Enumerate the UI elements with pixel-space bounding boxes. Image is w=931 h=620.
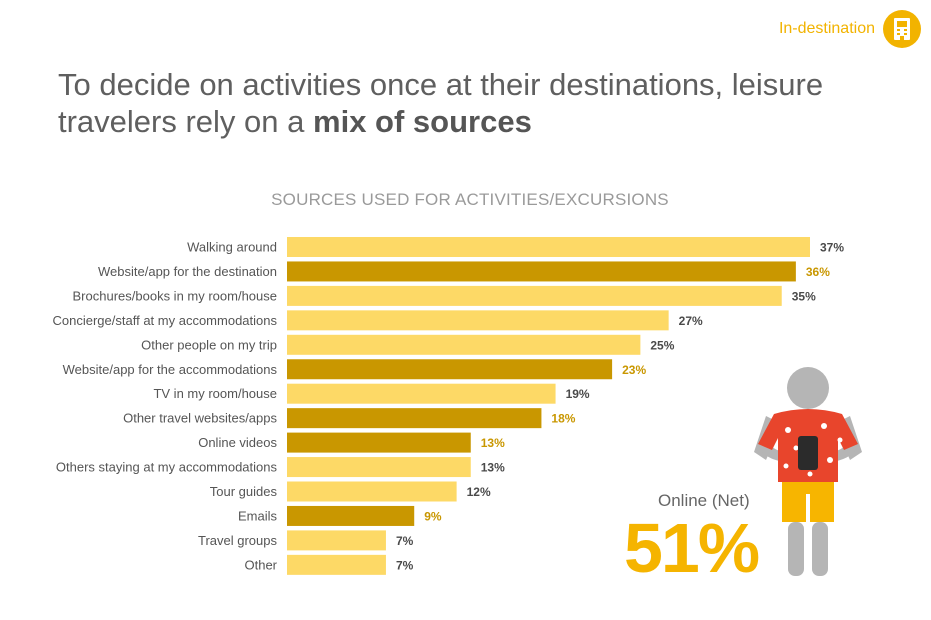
value-label: 9% (424, 509, 442, 523)
bar (287, 334, 641, 355)
bar (287, 481, 457, 502)
bar (287, 285, 782, 306)
bar (287, 310, 669, 331)
value-label: 19% (566, 387, 590, 401)
online-net-value: 51% (624, 509, 760, 587)
category-label: TV in my room/house (153, 386, 277, 401)
value-label: 37% (820, 241, 844, 255)
section-badge: In-destination (779, 10, 921, 48)
section-label: In-destination (778, 20, 875, 37)
hotel-building-icon (883, 10, 921, 48)
bar (287, 457, 471, 478)
category-label: Website/app for the accommodations (63, 362, 278, 377)
online-net-label: Online (Net) (658, 491, 750, 510)
category-label: Travel groups (198, 533, 277, 548)
category-label: Others staying at my accommodations (56, 460, 278, 475)
value-label: 25% (650, 338, 674, 352)
bar-chart: Walking around 37% Website/app for the des… (53, 237, 844, 575)
category-label: Tour guides (210, 484, 278, 499)
value-label: 23% (622, 363, 646, 377)
category-label: Concierge/staff at my accommodations (53, 313, 278, 328)
value-label: 18% (551, 412, 575, 426)
category-label: Walking around (187, 240, 277, 255)
value-label: 27% (679, 314, 703, 328)
category-label: Other travel websites/apps (123, 411, 277, 426)
bar (287, 554, 386, 575)
bar (287, 505, 415, 526)
bar (287, 383, 556, 404)
value-label: 13% (481, 461, 505, 475)
traveler-with-phone-icon (754, 367, 862, 576)
value-label: 13% (481, 436, 505, 450)
value-label: 7% (396, 558, 414, 572)
chart-title: SOURCES USED FOR ACTIVITIES/EXCURSIONS (271, 190, 669, 209)
category-label: Online videos (198, 435, 277, 450)
value-label: 36% (806, 265, 830, 279)
page-headline: To decide on activities once at their de… (58, 66, 878, 140)
headline-text: To decide on activities once at their de… (58, 67, 824, 139)
headline-emphasis: mix of sources (313, 104, 532, 139)
category-label: Emails (238, 508, 278, 523)
value-label: 12% (467, 485, 491, 499)
bar (287, 432, 471, 453)
category-label: Other people on my trip (141, 337, 277, 352)
bar (287, 261, 796, 282)
bar (287, 408, 542, 429)
value-label: 35% (792, 289, 816, 303)
category-label: Other (244, 557, 277, 572)
bar (287, 359, 613, 380)
bar (287, 237, 810, 257)
value-label: 7% (396, 534, 414, 548)
category-label: Brochures/books in my room/house (73, 288, 277, 303)
category-label: Website/app for the destination (98, 264, 277, 279)
bar (287, 530, 386, 551)
